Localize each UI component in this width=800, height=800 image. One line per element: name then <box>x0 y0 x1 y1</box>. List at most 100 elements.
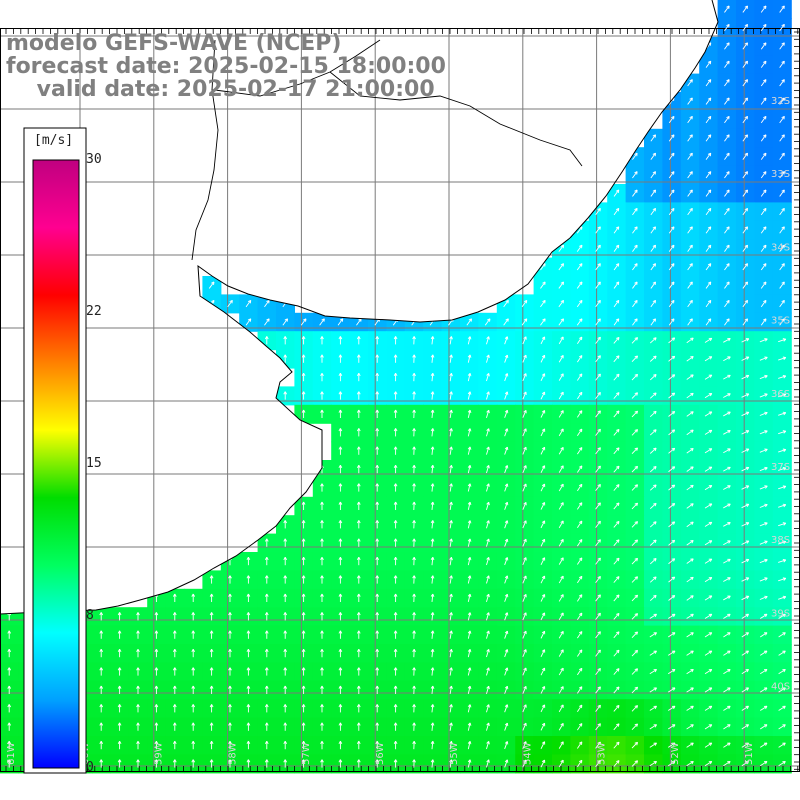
wind-arrow <box>649 337 657 344</box>
wind-arrow <box>704 429 713 435</box>
wind-arrow <box>209 630 214 639</box>
wind-arrow <box>320 630 324 639</box>
wind-arrow <box>686 429 694 436</box>
lon-label: 56W <box>375 742 386 765</box>
wind-arrow <box>504 428 509 437</box>
wind-arrow <box>172 685 177 694</box>
wind-arrow <box>613 447 620 455</box>
wind-arrow <box>613 576 620 583</box>
wind-arrow <box>375 520 380 529</box>
wind-arrow <box>522 373 527 382</box>
coastline <box>0 0 719 615</box>
wind-arrow <box>522 520 527 529</box>
lat-label: 36S <box>771 389 790 400</box>
wind-arrow <box>301 556 306 566</box>
wind-arrow <box>301 704 306 713</box>
wind-arrow <box>467 501 472 510</box>
wind-arrow <box>320 520 324 529</box>
wind-arrow <box>577 410 583 418</box>
wind-arrow <box>356 630 361 639</box>
wind-arrow <box>504 538 509 547</box>
wind-arrow <box>393 704 398 713</box>
wind-arrow <box>779 152 785 160</box>
wind-arrow <box>631 521 639 528</box>
wind-arrow <box>778 613 786 619</box>
wind-arrow <box>667 724 676 730</box>
wind-arrow <box>704 374 713 380</box>
wind-arrow <box>650 134 656 142</box>
wind-arrow <box>320 685 324 694</box>
wind-arrow <box>209 740 214 750</box>
wind-arrow <box>264 740 269 750</box>
wind-arrow <box>209 759 214 768</box>
wind-arrow <box>264 336 269 345</box>
wind-arrow <box>724 244 730 252</box>
wind-arrow <box>412 391 416 400</box>
wind-arrow <box>613 281 620 289</box>
wind-arrow <box>741 503 750 509</box>
wind-arrow <box>778 540 787 545</box>
wind-arrow <box>136 612 140 621</box>
wind-arrow <box>577 723 583 731</box>
wind-arrow <box>779 5 785 13</box>
wind-arrow <box>705 152 712 160</box>
wind-arrow <box>778 558 787 563</box>
wind-arrow <box>412 704 416 713</box>
wind-arrow <box>172 740 177 750</box>
wind-arrow <box>558 299 564 308</box>
wind-arrow <box>760 244 767 252</box>
wind-arrow <box>301 575 306 584</box>
wind-arrow <box>246 556 251 566</box>
wind-arrow <box>649 761 657 767</box>
wind-arrow <box>301 667 306 676</box>
wind-arrow <box>504 630 509 639</box>
wind-arrow <box>632 207 638 216</box>
wind-arrow <box>724 152 730 160</box>
wind-arrow <box>649 632 657 638</box>
wind-arrow <box>338 759 343 768</box>
wind-arrow <box>172 612 177 621</box>
wind-arrow <box>778 595 787 600</box>
wind-arrow <box>613 189 620 197</box>
wind-arrow <box>759 742 768 748</box>
wind-arrow <box>741 687 749 693</box>
wind-arrow <box>504 593 509 602</box>
wind-arrow <box>486 557 490 566</box>
wind-arrow <box>486 759 490 768</box>
wind-arrow <box>412 759 416 768</box>
wind-arrow <box>558 667 564 676</box>
wind-arrow <box>631 668 639 675</box>
wind-arrow <box>778 669 786 675</box>
wind-arrow <box>540 520 546 529</box>
wind-arrow <box>558 759 564 768</box>
wind-arrow <box>595 686 601 694</box>
wind-arrow <box>613 649 620 657</box>
wind-arrow <box>540 354 546 363</box>
wind-arrow <box>595 631 601 639</box>
wind-arrow <box>724 79 730 87</box>
wind-arrow <box>723 742 731 748</box>
wind-arrow <box>504 520 509 529</box>
wind-arrow <box>595 207 601 216</box>
wind-arrow <box>191 593 196 602</box>
wind-arrow <box>668 411 676 417</box>
wind-arrow <box>668 171 675 179</box>
wind-arrow <box>686 724 694 730</box>
wind-arrow <box>430 593 435 603</box>
wind-arrow <box>283 759 288 768</box>
wind-arrow <box>649 724 657 730</box>
wind-arrow <box>449 704 453 713</box>
wind-arrow <box>301 593 306 602</box>
wind-arrow <box>264 667 269 676</box>
wind-arrow <box>631 392 639 399</box>
wind-arrow <box>613 207 620 216</box>
wind-arrow <box>576 244 583 252</box>
wind-arrow <box>705 207 712 216</box>
wind-arrow <box>595 649 601 657</box>
wind-arrow <box>705 171 712 179</box>
wind-arrow <box>375 593 380 602</box>
wind-arrow <box>191 648 196 658</box>
wind-arrow <box>375 704 380 713</box>
wind-arrow <box>649 374 657 381</box>
wind-arrow <box>613 465 620 473</box>
